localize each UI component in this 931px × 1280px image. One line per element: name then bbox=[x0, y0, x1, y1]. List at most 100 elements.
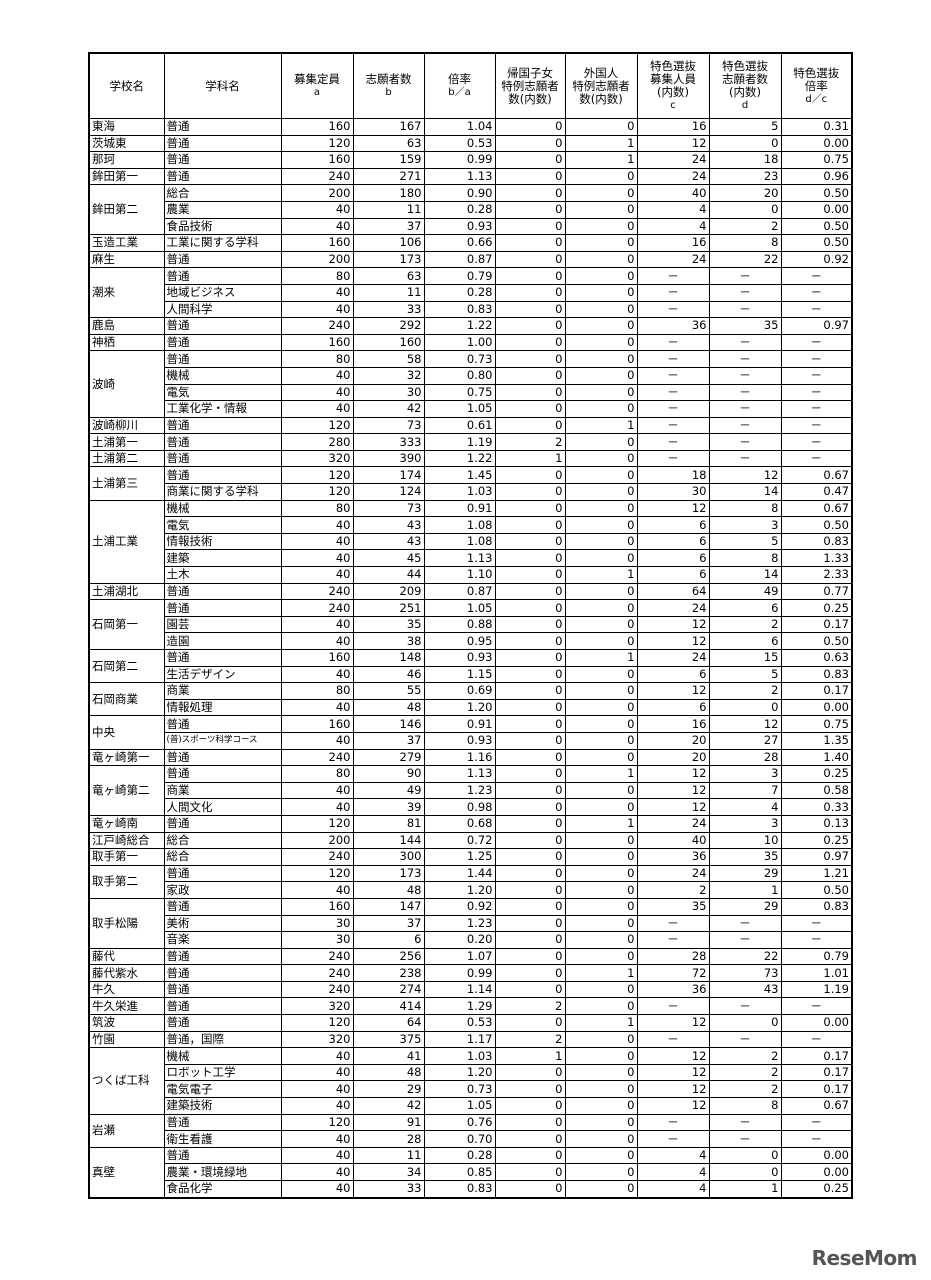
special-capacity-c: 12 bbox=[636, 798, 710, 816]
applicants-b: 160 bbox=[352, 333, 425, 352]
special-ratio-d-c: 0.17 bbox=[780, 1080, 853, 1099]
applicants-b: 48 bbox=[352, 1063, 425, 1082]
returnee-applicants: 0 bbox=[494, 350, 566, 368]
department-name: 機械 bbox=[163, 366, 282, 385]
applicants-b: 64 bbox=[352, 1014, 425, 1032]
special-ratio-d-c: 0.67 bbox=[780, 499, 853, 518]
special-ratio-d-c: 0.50 bbox=[780, 234, 853, 252]
department-name: 普通 bbox=[163, 167, 282, 186]
special-ratio-d-c: 2.33 bbox=[780, 566, 853, 584]
ratio-b-a: 0.92 bbox=[423, 897, 496, 916]
table-row: 農業・環境緑地 40 34 0.85 0 0 4 0 0.00 bbox=[89, 1163, 853, 1181]
table-row: 東海 普通 160 167 1.04 0 0 16 5 0.31 bbox=[88, 118, 853, 136]
header-ratio-b-a: 倍率 b／a bbox=[423, 52, 496, 119]
header-text: (内数) bbox=[657, 85, 689, 99]
returnee-applicants: 0 bbox=[494, 549, 566, 568]
capacity-a: 200 bbox=[280, 831, 354, 850]
ratio-b-a: 0.87 bbox=[423, 250, 496, 269]
returnee-applicants: 0 bbox=[494, 283, 566, 302]
ratio-b-a: 0.53 bbox=[423, 134, 496, 153]
special-applicants-d: － bbox=[708, 416, 782, 435]
foreign-applicants: 0 bbox=[564, 433, 638, 451]
special-ratio-d-c: 0.67 bbox=[780, 1097, 853, 1115]
table-row: 潮来 普通 80 63 0.79 0 0 －－－ bbox=[88, 267, 853, 319]
ratio-b-a: 0.98 bbox=[423, 798, 496, 816]
foreign-applicants: 0 bbox=[564, 1113, 638, 1132]
special-ratio-d-c: 0.17 bbox=[780, 1063, 853, 1082]
department-name: 総合 bbox=[163, 184, 282, 202]
school-name: 土浦第二 bbox=[88, 449, 165, 468]
applicants-b: 41 bbox=[352, 1047, 425, 1065]
school-name: 潮来 bbox=[88, 267, 165, 319]
capacity-a: 40 bbox=[280, 217, 354, 236]
ratio-b-a: 0.61 bbox=[423, 416, 496, 435]
table-row: 建築技術 40 42 1.05 0 0 12 8 0.67 bbox=[89, 1097, 853, 1115]
special-applicants-d: － bbox=[708, 1030, 782, 1049]
capacity-a: 40 bbox=[280, 1130, 354, 1148]
table-row: 牛久 普通 240 274 1.14 0 0 36 43 1.19 bbox=[88, 980, 853, 999]
special-applicants-d: － bbox=[708, 366, 782, 385]
returnee-applicants: 0 bbox=[494, 947, 566, 966]
table-row: 電気 40 30 0.75 0 0 －－－ bbox=[89, 383, 853, 402]
foreign-applicants: 0 bbox=[564, 283, 638, 302]
table-row: 鹿島 普通 240 292 1.22 0 0 36 35 0.97 bbox=[88, 317, 853, 335]
special-capacity-c: 6 bbox=[636, 549, 710, 568]
special-applicants-d: 10 bbox=[708, 831, 782, 850]
special-ratio-d-c: 0.50 bbox=[780, 632, 853, 650]
school-name: 江戸崎総合 bbox=[88, 831, 165, 850]
special-applicants-d: 5 bbox=[708, 532, 782, 551]
special-applicants-d: － bbox=[708, 449, 782, 468]
special-applicants-d: 73 bbox=[708, 964, 782, 982]
ratio-b-a: 0.70 bbox=[423, 1130, 496, 1148]
department-name: 工業化学・情報 bbox=[163, 400, 282, 418]
department-name: 家政 bbox=[163, 881, 282, 899]
foreign-applicants: 0 bbox=[564, 682, 638, 700]
header-applicants-b: 志願者数 b bbox=[352, 52, 425, 119]
special-ratio-d-c: － bbox=[780, 366, 853, 385]
special-ratio-d-c: 0.50 bbox=[780, 184, 853, 202]
special-applicants-d: 22 bbox=[708, 947, 782, 966]
school-name: 茨城東 bbox=[88, 134, 165, 153]
returnee-applicants: 0 bbox=[494, 1113, 566, 1132]
applicants-b: 390 bbox=[352, 449, 425, 468]
foreign-applicants: 0 bbox=[564, 499, 638, 518]
special-capacity-c: 16 bbox=[636, 118, 710, 136]
foreign-applicants: 0 bbox=[564, 798, 638, 816]
header-sub: d／c bbox=[805, 93, 828, 105]
special-applicants-d: 1 bbox=[708, 1179, 782, 1199]
table-row: 商業に関する学科 120 124 1.03 0 0 30 14 0.47 bbox=[89, 483, 853, 501]
school-name: 鹿島 bbox=[88, 317, 165, 335]
special-ratio-d-c: 0.00 bbox=[780, 200, 853, 219]
ratio-b-a: 1.20 bbox=[423, 881, 496, 899]
special-ratio-d-c: － bbox=[780, 914, 853, 933]
foreign-applicants: 0 bbox=[564, 400, 638, 418]
applicants-b: 167 bbox=[352, 118, 425, 136]
capacity-a: 40 bbox=[280, 1163, 354, 1181]
applicants-b: 271 bbox=[352, 167, 425, 186]
department-name: 普通 bbox=[163, 433, 282, 451]
special-ratio-d-c: 0.58 bbox=[780, 781, 853, 800]
returnee-applicants: 0 bbox=[494, 698, 566, 717]
header-text: 学校名 bbox=[109, 78, 145, 93]
table-row: 石岡第二 普通 160 148 0.93 0 1 24 15 0.63 bbox=[88, 648, 853, 684]
special-capacity-c: － bbox=[636, 283, 710, 302]
ratio-b-a: 1.20 bbox=[423, 698, 496, 717]
applicants-b: 300 bbox=[352, 848, 425, 866]
department-name: 普通 bbox=[163, 897, 282, 916]
department-name: 普通 bbox=[163, 582, 282, 601]
special-capacity-c: 4 bbox=[636, 1146, 710, 1165]
capacity-a: 40 bbox=[280, 300, 354, 319]
special-ratio-d-c: 0.97 bbox=[780, 317, 853, 335]
capacity-a: 160 bbox=[280, 715, 354, 733]
ratio-b-a: 1.44 bbox=[423, 864, 496, 883]
applicants-b: 33 bbox=[352, 1179, 425, 1199]
special-capacity-c: － bbox=[636, 333, 710, 352]
capacity-a: 80 bbox=[280, 267, 354, 285]
returnee-applicants: 0 bbox=[494, 1146, 566, 1165]
special-ratio-d-c: 1.01 bbox=[780, 964, 853, 982]
returnee-applicants: 0 bbox=[494, 931, 566, 949]
special-applicants-d: 14 bbox=[708, 483, 782, 501]
ratio-b-a: 1.25 bbox=[423, 848, 496, 866]
capacity-a: 120 bbox=[280, 1014, 354, 1032]
special-applicants-d: － bbox=[708, 350, 782, 368]
